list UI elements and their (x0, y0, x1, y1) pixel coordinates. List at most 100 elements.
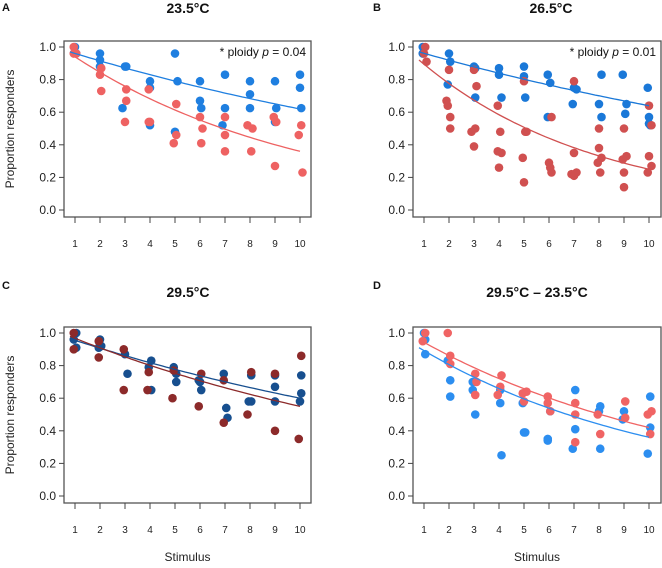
data-point (472, 81, 481, 91)
data-point (518, 153, 528, 163)
data-point (619, 406, 629, 416)
annotation-p-symbol: p (611, 45, 619, 59)
data-point (494, 70, 504, 80)
data-point (296, 351, 306, 361)
data-point (220, 112, 230, 122)
data-point (595, 444, 605, 454)
data-point (647, 406, 656, 416)
data-point (644, 112, 654, 122)
data-point (445, 112, 455, 122)
data-point (497, 371, 506, 380)
plot-frame (412, 40, 662, 218)
data-point (619, 124, 629, 133)
data-point (645, 423, 655, 432)
fit-curve-blue (69, 51, 301, 110)
x-tick-label: 10 (643, 525, 655, 536)
data-point (144, 117, 154, 127)
x-tick-label: 8 (247, 525, 253, 536)
panel-letter: B (373, 2, 381, 14)
data-point (494, 63, 504, 73)
y-tick-label: 0.6 (388, 391, 405, 405)
data-point (594, 99, 604, 109)
data-point (245, 76, 255, 86)
data-point (145, 76, 155, 86)
data-point (643, 83, 653, 93)
data-point (170, 49, 180, 58)
x-tick-label: 6 (546, 239, 552, 250)
data-point (469, 142, 479, 151)
panel-title: 29.5°C (167, 284, 210, 300)
data-point (119, 345, 129, 354)
data-point (295, 397, 305, 406)
y-tick-label: 0.8 (388, 359, 405, 373)
y-tick-label: 0.0 (388, 203, 405, 217)
panel-title: 23.5°C (167, 0, 210, 16)
data-point (296, 120, 306, 130)
data-point (570, 385, 580, 395)
data-point (295, 83, 305, 93)
data-point (520, 428, 530, 437)
data-point (422, 57, 431, 66)
y-tick-label: 1.0 (388, 40, 405, 54)
x-tick-label: 3 (122, 525, 128, 536)
data-point (220, 147, 230, 156)
data-point (194, 402, 204, 411)
data-point (246, 367, 256, 377)
data-point (543, 70, 553, 80)
annotation-prefix: * ploidy (220, 45, 263, 59)
x-tick-label: 5 (172, 525, 178, 536)
plot-frame (63, 40, 312, 218)
data-point (444, 49, 454, 58)
x-tick-label: 3 (471, 525, 477, 536)
data-point (95, 55, 105, 65)
y-axis-label: Proportion responders (3, 70, 17, 189)
x-tick-label: 6 (546, 525, 552, 536)
y-tick-label: 0.2 (388, 456, 405, 470)
x-tick-label: 9 (272, 525, 278, 536)
x-tick-label: 6 (197, 525, 203, 536)
data-point (520, 93, 530, 102)
data-point (69, 42, 79, 52)
panel-letter: A (2, 2, 10, 14)
data-point (271, 117, 281, 127)
plot-frame (63, 326, 312, 504)
data-point (444, 65, 454, 75)
y-tick-label: 0.8 (39, 73, 56, 87)
data-point (495, 127, 505, 137)
y-tick-label: 1.0 (388, 326, 405, 340)
data-point (168, 393, 177, 403)
x-tick-label: 6 (197, 239, 203, 250)
data-point (420, 42, 430, 52)
plot-frame (412, 326, 662, 504)
fit-curve-dark-red (69, 335, 301, 408)
y-tick-label: 0.2 (39, 170, 56, 184)
x-tick-label: 4 (147, 239, 153, 250)
x-tick-label: 1 (72, 239, 78, 250)
data-point (569, 76, 579, 86)
data-point (470, 124, 480, 133)
x-axis-label: Stimulus (514, 550, 560, 564)
data-point (495, 398, 505, 408)
data-point (196, 385, 206, 395)
data-point (248, 124, 257, 133)
y-tick-label: 0.0 (39, 489, 56, 503)
x-tick-label: 2 (446, 239, 452, 250)
data-point (470, 369, 480, 379)
data-point (144, 85, 154, 94)
data-point (647, 120, 656, 130)
data-point (519, 177, 529, 187)
y-tick-label: 0.8 (388, 73, 405, 87)
data-point (245, 89, 255, 99)
ploidy-annotation: * ploidy p = 0.01 (570, 45, 657, 59)
y-tick-label: 1.0 (39, 40, 56, 54)
fit-curve-blue (418, 51, 650, 107)
data-point (618, 70, 628, 80)
series-red (418, 328, 656, 447)
data-point (220, 130, 230, 140)
data-point (220, 70, 230, 80)
data-point (445, 392, 455, 401)
data-point (119, 385, 129, 395)
x-axis-label: Stimulus (164, 550, 210, 564)
data-point (443, 101, 453, 110)
data-point (94, 336, 104, 346)
